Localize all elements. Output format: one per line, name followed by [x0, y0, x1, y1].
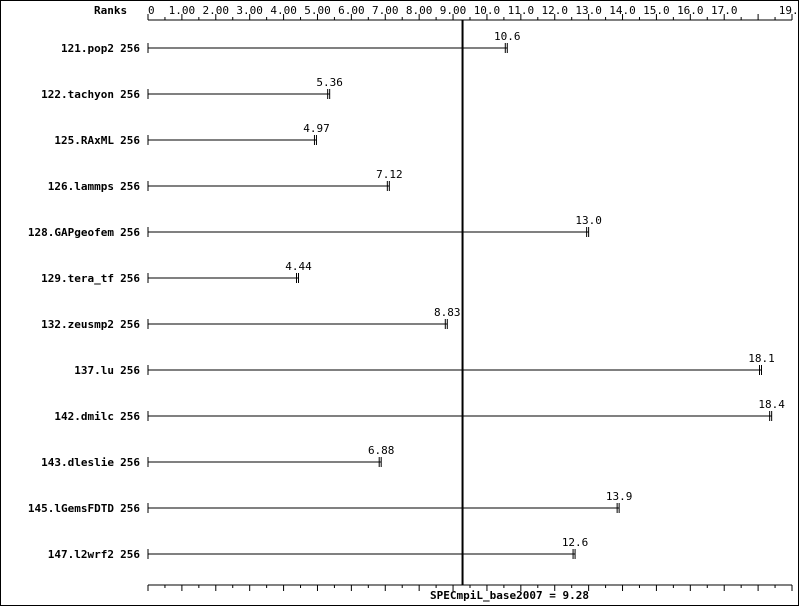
axis-tick-label: 1.00: [169, 4, 196, 17]
ranks-label: 256: [120, 180, 140, 193]
ranks-label: 256: [120, 410, 140, 423]
ranks-label: 256: [120, 364, 140, 377]
ranks-label: 256: [120, 548, 140, 561]
axis-tick-label: 2.00: [203, 4, 230, 17]
axis-tick-label: 6.00: [338, 4, 365, 17]
axis-tick-label: 0: [148, 4, 155, 17]
value-label: 7.12: [376, 168, 403, 181]
value-label: 10.6: [494, 30, 521, 43]
axis-tick-label: 10.0: [474, 4, 501, 17]
value-label: 6.88: [368, 444, 395, 457]
bench-label: 147.l2wrf2: [48, 548, 114, 561]
reference-label: SPECmpiL_base2007 = 9.28: [430, 589, 589, 602]
ranks-label: 256: [120, 226, 140, 239]
axis-tick-label: 19.0: [779, 4, 799, 17]
bench-label: 132.zeusmp2: [41, 318, 114, 331]
ranks-label: 256: [120, 456, 140, 469]
axis-tick-label: 9.00: [440, 4, 467, 17]
bench-label: 121.pop2: [61, 42, 114, 55]
axis-tick-label: 8.00: [406, 4, 433, 17]
axis-tick-label: 14.0: [609, 4, 636, 17]
bench-label: 143.dleslie: [41, 456, 114, 469]
ranks-label: 256: [120, 502, 140, 515]
axis-tick-label: 16.0: [677, 4, 704, 17]
axis-tick-label: 3.00: [236, 4, 263, 17]
value-label: 5.36: [316, 76, 343, 89]
axis-tick-label: 11.0: [508, 4, 535, 17]
ranks-label: 256: [120, 318, 140, 331]
bench-label: 129.tera_tf: [41, 272, 114, 285]
value-label: 13.0: [575, 214, 602, 227]
ranks-label: 256: [120, 42, 140, 55]
axis-tick-label: 7.00: [372, 4, 399, 17]
bench-label: 122.tachyon: [41, 88, 114, 101]
bench-label: 145.lGemsFDTD: [28, 502, 114, 515]
value-label: 12.6: [562, 536, 589, 549]
axis-tick-label: 5.00: [304, 4, 331, 17]
axis-tick-label: 13.0: [575, 4, 602, 17]
bench-label: 126.lammps: [48, 180, 114, 193]
value-label: 4.44: [285, 260, 312, 273]
bench-label: 142.dmilc: [54, 410, 114, 423]
axis-tick-label: 12.0: [541, 4, 568, 17]
ranks-label: 256: [120, 134, 140, 147]
axis-tick-label: 15.0: [643, 4, 670, 17]
value-label: 18.1: [748, 352, 775, 365]
value-label: 18.4: [758, 398, 785, 411]
ranks-label: 256: [120, 88, 140, 101]
ranks-header: Ranks: [94, 4, 127, 17]
bench-label: 125.RAxML: [54, 134, 114, 147]
spec-chart: Ranks 0 1.00 2.00 3.00 4.00 5.00 6.00 7.00 8.00 9.…: [0, 0, 799, 606]
axis-tick-label: 4.00: [270, 4, 297, 17]
value-label: 4.97: [303, 122, 330, 135]
bench-label: 128.GAPgeofem: [28, 226, 114, 239]
value-label: 13.9: [606, 490, 633, 503]
axis-tick-label: 17.0: [711, 4, 738, 17]
ranks-label: 256: [120, 272, 140, 285]
bench-label: 137.lu: [74, 364, 114, 377]
value-label: 8.83: [434, 306, 461, 319]
